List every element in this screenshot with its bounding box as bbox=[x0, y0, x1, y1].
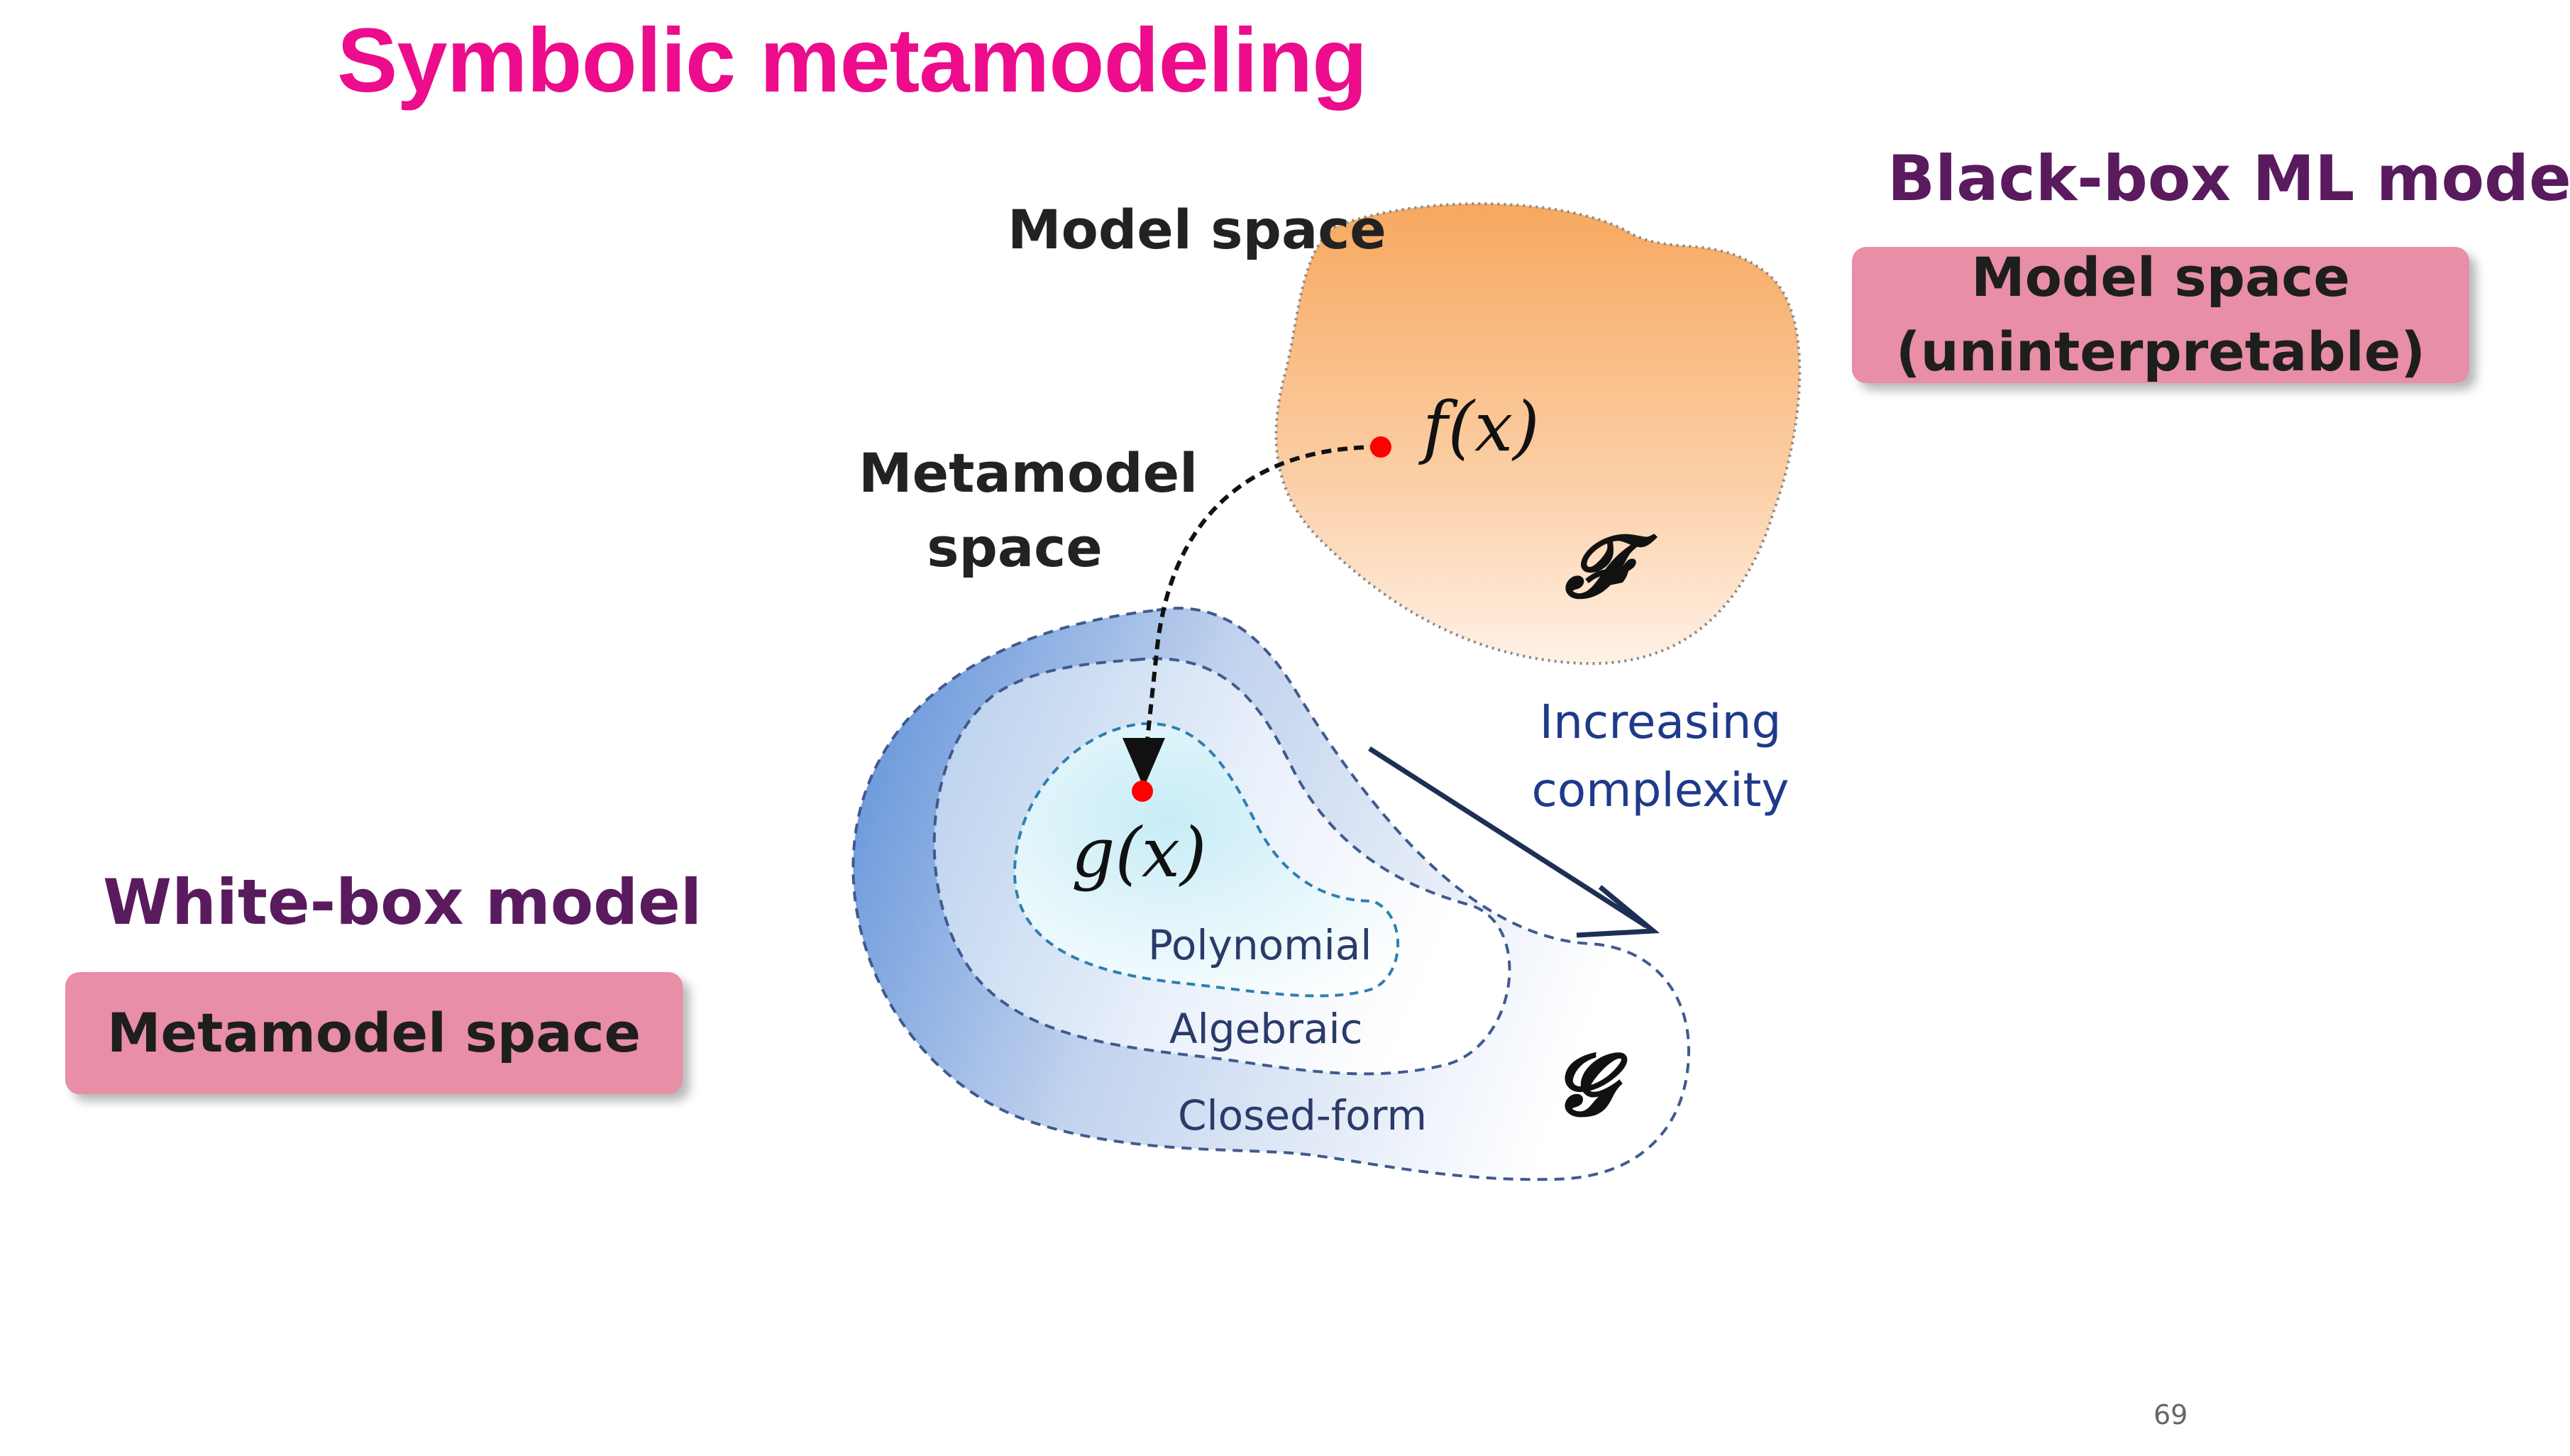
closed-form-label: Closed-form bbox=[1178, 1091, 1427, 1140]
model-space-box-line2: (uninterpretable) bbox=[1895, 320, 2426, 383]
black-box-heading: Black-box ML model bbox=[1887, 142, 2570, 215]
complexity-arrow-head bbox=[1576, 885, 1660, 938]
complexity-line1: Increasing bbox=[1539, 695, 1782, 749]
metamodel-label-line1: Metamodel bbox=[859, 441, 1198, 504]
algebraic-label: Algebraic bbox=[1169, 1005, 1363, 1053]
complexity-arrow bbox=[1368, 746, 1648, 928]
page-number: 69 bbox=[2153, 1399, 2188, 1430]
projection-arrow-head bbox=[1123, 738, 1165, 788]
white-box-heading: White-box model bbox=[103, 866, 702, 939]
metamodel-space-box: Metamodel space bbox=[65, 972, 683, 1094]
slide-title: Symbolic metamodeling bbox=[337, 10, 1367, 111]
g-point bbox=[1132, 781, 1153, 802]
polynomial-label: Polynomial bbox=[1148, 921, 1372, 969]
model-space-box-line1: Model space bbox=[1971, 246, 2350, 309]
model-space-region bbox=[1274, 202, 1802, 666]
f-point bbox=[1370, 436, 1391, 458]
g-of-x-label: g(x) bbox=[1071, 813, 1207, 893]
increasing-complexity-label: Increasing complexity bbox=[1526, 688, 1795, 824]
model-space-box: Model space (uninterpretable) bbox=[1852, 246, 2469, 383]
metamodel-label-line2: space bbox=[927, 515, 1103, 579]
projection-arrow bbox=[1142, 445, 1381, 774]
f-of-x-label: f(x) bbox=[1418, 387, 1540, 467]
metamodel-space-label: Metamodel space bbox=[859, 436, 1198, 585]
complexity-line2: complexity bbox=[1531, 762, 1789, 817]
metamodel-space-box-label: Metamodel space bbox=[106, 1000, 641, 1064]
model-space-label: Model space bbox=[1008, 198, 1386, 261]
polynomial-region bbox=[1013, 722, 1400, 998]
